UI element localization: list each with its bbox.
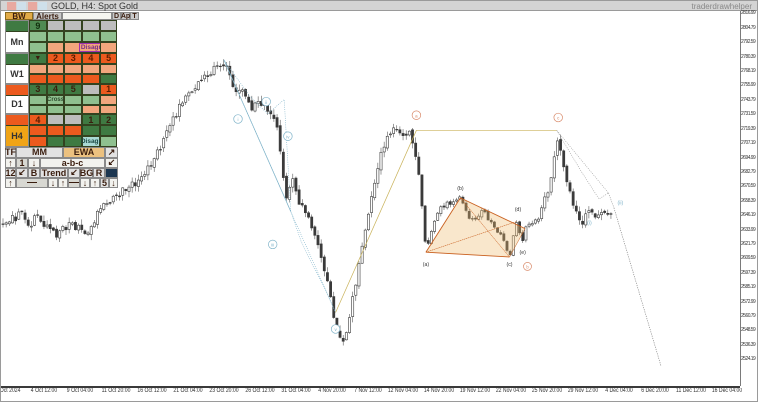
svg-text:(c): (c) (506, 262, 512, 268)
svg-text:ii: ii (265, 100, 267, 105)
svg-text:(e): (e) (520, 250, 527, 256)
svg-text:(i): (i) (587, 221, 592, 227)
svg-text:(ii): (ii) (618, 200, 624, 206)
svg-text:iii: iii (271, 243, 274, 248)
svg-text:(b): (b) (457, 186, 464, 192)
svg-text:i: i (238, 117, 239, 122)
svg-text:(d): (d) (515, 207, 522, 213)
svg-text:(a): (a) (423, 262, 430, 268)
